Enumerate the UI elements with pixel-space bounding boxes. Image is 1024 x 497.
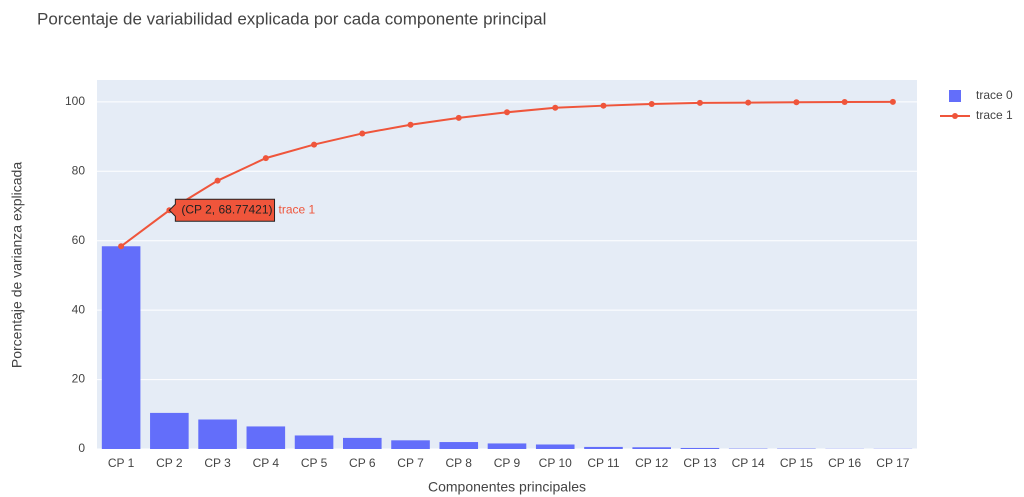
legend-label: trace 0 [976,88,1013,102]
line-marker [262,155,269,162]
x-tick-label: CP 3 [204,456,231,470]
line-marker [455,114,462,121]
x-tick-label: CP 14 [732,456,765,470]
line-marker [311,141,318,148]
x-tick-label: CP 6 [349,456,376,470]
x-tick-label: CP 12 [635,456,668,470]
legend-swatch [952,113,958,119]
y-tick-label: 40 [72,302,86,316]
x-tick-label: CP 15 [780,456,813,470]
line-marker [359,130,366,137]
line-marker [214,177,221,184]
line-marker [552,104,559,111]
x-tick-label: CP 17 [876,456,909,470]
line-marker [118,243,125,250]
x-axis-title: Componentes principales [428,479,586,495]
x-tick-label: CP 4 [253,456,280,470]
plot-area [97,80,917,449]
y-axis-title: Porcentaje de varianza explicada [9,162,25,368]
hover-box [168,198,276,222]
bar [680,447,720,449]
y-tick-label: 20 [72,372,86,386]
line-marker [407,121,414,128]
bar [584,446,623,449]
x-tick-label: CP 9 [494,456,521,470]
bar [487,443,527,449]
x-tick-label: CP 1 [108,456,135,470]
y-tick-label: 80 [72,163,86,177]
bar [632,447,671,449]
line-marker [889,98,896,105]
hover-name: trace 1 [279,202,316,216]
x-tick-label: CP 16 [828,456,861,470]
x-tick-label: CP 2 [156,456,183,470]
line-marker [793,99,800,106]
line-marker [696,99,703,106]
line-marker [600,102,607,109]
bar [439,442,479,449]
bar [391,440,430,449]
x-tick-label: CP 13 [683,456,716,470]
x-tick-label: CP 11 [587,456,620,470]
bar [246,426,286,449]
bar [294,435,334,449]
legend-swatch [949,90,961,102]
y-tick-label: 100 [65,94,85,108]
bar [150,412,189,449]
x-tick-label: CP 8 [446,456,473,470]
line-marker [841,99,848,106]
line-marker [504,109,510,116]
x-tick-label: CP 7 [397,456,424,470]
legend-label: trace 1 [976,108,1013,122]
bar [535,444,575,449]
bar [343,437,382,449]
bar [198,419,237,449]
bar [101,246,141,449]
x-tick-label: CP 10 [539,456,572,470]
chart-title: Porcentaje de variabilidad explicada por… [37,9,546,28]
hover-text: (CP 2, 68.77421) [181,202,272,216]
y-tick-label: 60 [72,233,86,247]
y-tick-label: 0 [78,441,85,455]
line-marker [648,100,655,107]
x-tick-label: CP 5 [301,456,328,470]
line-marker [745,99,752,106]
